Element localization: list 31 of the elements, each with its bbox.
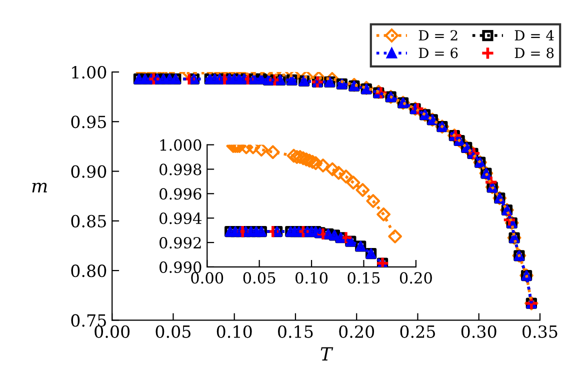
x-tick-label: 0.30 <box>461 325 496 338</box>
y-tick-label: 0.90 <box>71 165 106 178</box>
y-tick-label: 0.992 <box>160 236 201 249</box>
y-tick-label: 0.80 <box>71 264 106 278</box>
y-tick-label: 0.75 <box>71 314 106 327</box>
x-tick-label: 0.20 <box>339 325 374 338</box>
y-tick-label: 0.996 <box>160 188 202 200</box>
y-tick-label: 1.000 <box>160 139 202 151</box>
y-tick-label: 0.95 <box>71 116 106 128</box>
x-axis-title: T <box>320 347 334 360</box>
x-tick-label: 0.10 <box>216 325 252 338</box>
y-axis-title: m <box>32 182 47 192</box>
legend-label: D = 4 <box>514 30 554 40</box>
legend-label: D = 8 <box>514 48 554 58</box>
x-tick-label: 0.05 <box>243 272 276 284</box>
x-tick-label: 0.15 <box>348 272 380 284</box>
y-tick-label: 0.998 <box>160 164 202 176</box>
y-tick-label: 0.990 <box>160 261 202 273</box>
y-tick-label: 0.85 <box>71 214 106 228</box>
x-tick-label: 0.05 <box>156 325 190 338</box>
x-tick-label: 0.00 <box>94 325 130 338</box>
x-tick-label: 0.10 <box>296 272 328 284</box>
x-tick-label: 0.00 <box>191 272 224 284</box>
y-tick-label: 0.994 <box>160 212 202 224</box>
x-tick-label: 0.35 <box>522 325 558 338</box>
legend-label: D = 2 <box>418 30 458 40</box>
x-tick-label: 0.20 <box>400 272 432 284</box>
x-tick-label: 0.15 <box>278 325 313 338</box>
x-tick-label: 0.25 <box>400 325 435 338</box>
legend-label: D = 6 <box>418 48 458 58</box>
y-tick-label: 1.00 <box>72 66 106 79</box>
